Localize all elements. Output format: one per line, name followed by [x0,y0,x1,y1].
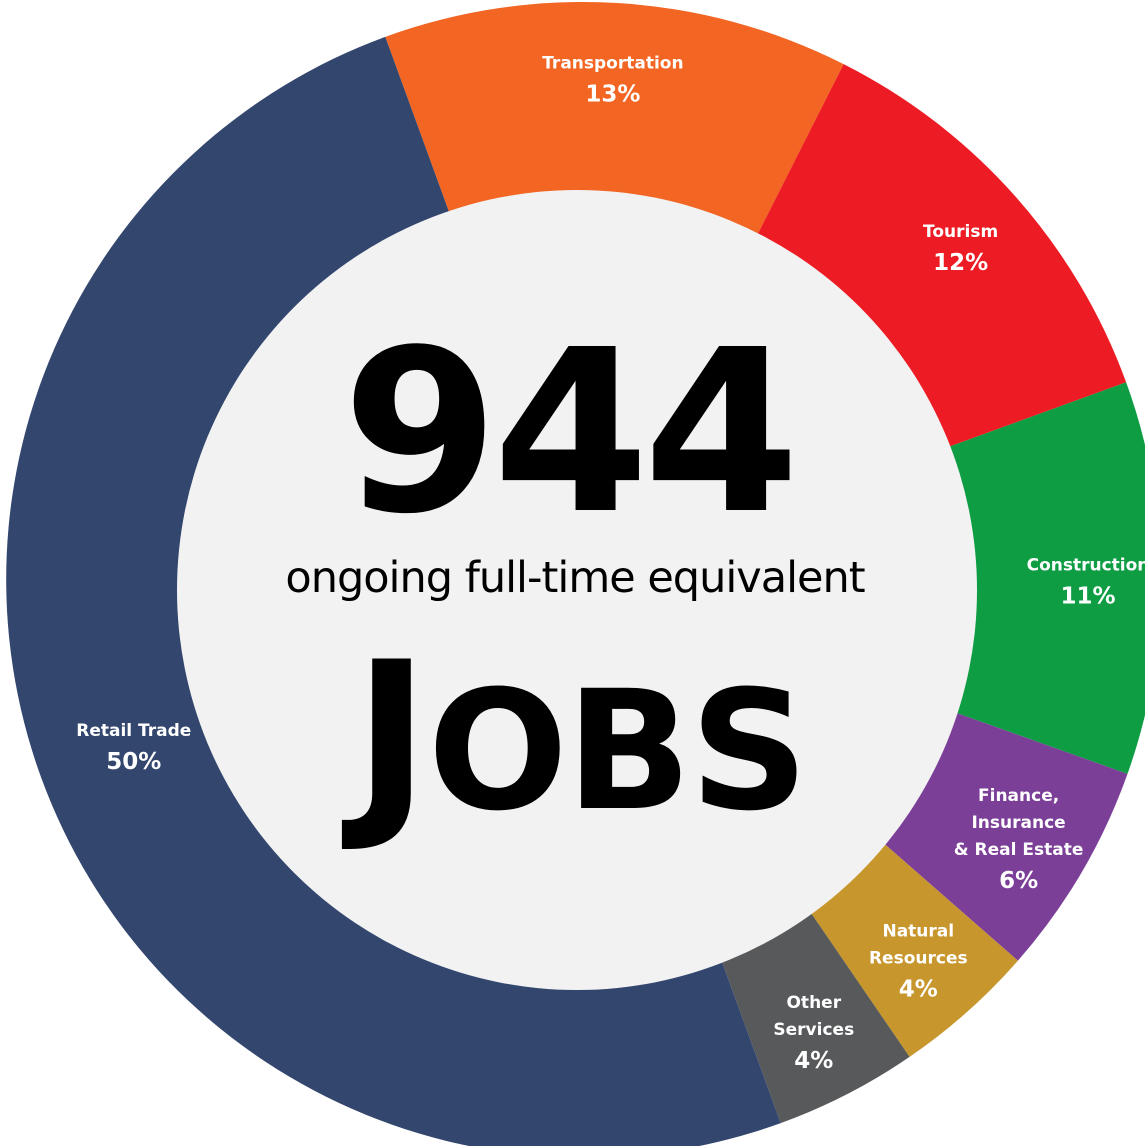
slice-percent: 12% [933,250,988,276]
slice-percent: 50% [106,749,161,775]
slice-name-line: Tourism [923,222,998,242]
jobs-subtitle: ongoing full-time equivalent [285,553,864,603]
jobs-count: 944 [342,302,794,564]
center-disc [177,190,977,990]
slice-label-transportation: Transportation 13% [542,53,683,107]
slice-label-other-services: Other Services 4% [773,993,854,1074]
slice-name-line: Other [786,993,841,1013]
slice-percent: 4% [794,1048,833,1074]
slice-label-finance-insurance-real-estate: Finance, Insurance & Real Estate 6% [954,786,1084,894]
slice-labels: Transportation 13% Tourism 12% Construction 1… [76,53,1145,1074]
slice-percent: 6% [999,868,1038,894]
slice-percent: 13% [585,81,640,107]
slice-label-retail-trade: Retail Trade 50% [76,721,191,775]
jobs-word-initial: J [341,619,427,857]
slice-name-line: & Real Estate [954,840,1084,860]
slice-name-line: Resources [869,949,968,969]
slice-percent: 4% [899,977,938,1003]
slice-name-line: Services [773,1020,854,1040]
slice-name-line: Finance, [978,786,1059,806]
jobs-word: JOBS [341,619,806,857]
slice-label-construction: Construction 11% [1027,556,1145,610]
slice-name-line: Retail Trade [76,721,191,741]
slice-name-line: Construction [1027,556,1145,576]
slice-name-line: Insurance [971,813,1065,833]
slice-name-line: Natural [882,922,954,942]
center-text: 944 ongoing full-time equivalent JOBS [285,302,865,857]
jobs-word-rest: OBS [428,655,807,847]
slice-name-line: Transportation [542,53,683,73]
slice-label-natural-resources: Natural Resources 4% [869,922,968,1003]
slice-label-tourism: Tourism 12% [923,222,998,276]
slice-percent: 11% [1060,584,1115,610]
